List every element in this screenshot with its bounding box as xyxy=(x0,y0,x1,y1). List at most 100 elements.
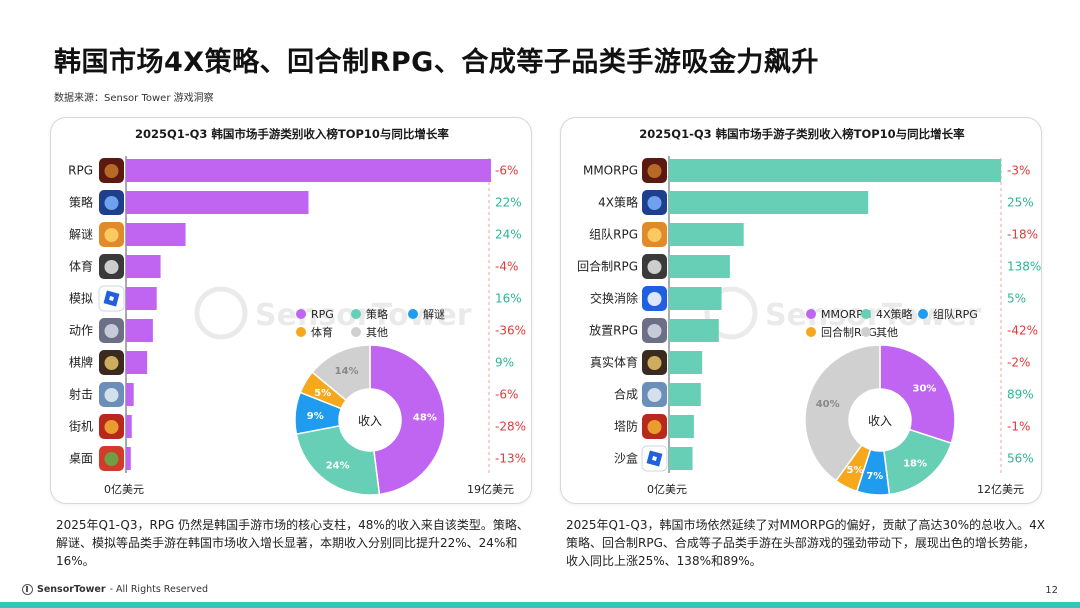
legend-swatch xyxy=(806,309,816,319)
legend-label: 体育 xyxy=(311,325,333,339)
bar xyxy=(669,415,694,438)
turn-based-rpg-game-icon xyxy=(642,254,667,279)
squad-rpg-game-icon xyxy=(642,222,667,247)
category-label: 放置RPG xyxy=(589,323,638,338)
watermark-logo-icon xyxy=(704,286,758,340)
bar xyxy=(669,447,693,470)
growth-label: 56% xyxy=(1007,452,1034,466)
donut-center-label: 收入 xyxy=(358,414,382,428)
watermark-text: SensorTower xyxy=(255,298,472,333)
bar xyxy=(126,383,134,406)
board-game-icon-emblem xyxy=(104,452,119,466)
idle-rpg-game-icon-emblem xyxy=(647,324,662,338)
watermark-logo-icon xyxy=(194,286,248,340)
growth-label: 16% xyxy=(495,292,522,306)
category-revenue-chart: 2025Q1-Q3 韩国市场手游类别收入榜TOP10与同比增长率 SensorTo… xyxy=(68,127,526,496)
data-source: 数据来源：Sensor Tower 游戏洞察 xyxy=(54,93,214,104)
left-description: 2025年Q1-Q3，RPG 仍然是韩国手游市场的核心支柱，48%的收入来自该类… xyxy=(56,518,529,568)
donut-slice xyxy=(879,344,956,445)
category-revenue-chart-card: 2025Q1-Q3 韩国市场手游类别收入榜TOP10与同比增长率 SensorTo… xyxy=(50,117,532,504)
card-game-icon-emblem xyxy=(104,356,119,370)
tower-defense-game-icon xyxy=(642,414,667,439)
legend-swatch xyxy=(351,327,361,337)
shooter-game-icon xyxy=(99,382,124,407)
chart-title: 2025Q1-Q3 韩国市场手游子类别收入榜TOP10与同比增长率 xyxy=(639,127,965,141)
legend-swatch xyxy=(296,309,306,319)
puzzle-game-icon-emblem xyxy=(104,228,119,242)
category-label: 沙盒 xyxy=(614,451,638,466)
strategy-game-icon-emblem xyxy=(104,196,119,210)
bar xyxy=(126,159,491,182)
donut-slice-label: 30% xyxy=(913,384,937,395)
4x-strategy-game-icon xyxy=(642,190,667,215)
mmorpg-game-icon xyxy=(642,158,667,183)
growth-label: -3% xyxy=(1007,164,1030,178)
rpg-game-icon-emblem xyxy=(104,164,119,178)
footer-brand: SensorTower - All Rights Reserved xyxy=(22,584,208,595)
legend-swatch xyxy=(296,327,306,337)
x-axis-min-label: 0亿美元 xyxy=(104,483,144,496)
watermark: SensorTower xyxy=(194,286,472,340)
bottom-accent-bar xyxy=(0,602,1080,608)
donut-slice-label: 14% xyxy=(335,366,359,377)
donut-slice-label: 18% xyxy=(903,458,927,469)
legend-label: 组队RPG xyxy=(933,307,978,321)
growth-label: -18% xyxy=(1007,228,1038,242)
category-label: 真实体育 xyxy=(590,355,638,370)
mmorpg-game-icon-emblem xyxy=(647,164,662,178)
legend-label: 解谜 xyxy=(423,307,445,321)
category-label: 棋牌 xyxy=(69,356,93,370)
growth-label: -4% xyxy=(495,260,518,274)
donut-center-label: 收入 xyxy=(868,414,892,428)
bar xyxy=(126,415,132,438)
merge-game-icon xyxy=(642,382,667,407)
bar xyxy=(126,447,131,470)
bar xyxy=(126,223,186,246)
category-label: 合成 xyxy=(614,387,638,402)
donut-slice xyxy=(369,344,446,496)
merge-game-icon-emblem xyxy=(647,388,662,402)
page-number: 12 xyxy=(1045,585,1058,596)
match-three-game-icon-emblem xyxy=(647,292,662,306)
category-label: 组队RPG xyxy=(589,227,638,242)
donut-slice-label: 9% xyxy=(307,411,324,422)
growth-label: 9% xyxy=(495,356,514,370)
bar xyxy=(669,191,869,214)
donut-slice xyxy=(295,424,381,496)
roblox-icon xyxy=(641,445,668,472)
category-label: RPG xyxy=(68,164,93,178)
tower-defense-game-icon-emblem xyxy=(647,420,662,434)
category-label: 模拟 xyxy=(69,292,93,306)
category-label: 交换消除 xyxy=(590,291,638,306)
action-game-icon xyxy=(99,318,124,343)
turn-based-rpg-game-icon-emblem xyxy=(647,260,662,274)
strategy-game-icon xyxy=(99,190,124,215)
category-label: 4X策略 xyxy=(598,195,638,210)
legend-label: RPG xyxy=(311,308,334,321)
x-axis-max-label: 19亿美元 xyxy=(467,483,514,496)
footer-rights: - All Rights Reserved xyxy=(109,584,209,595)
growth-label: -6% xyxy=(495,164,518,178)
page-title: 韩国市场4X策略、回合制RPG、合成等子品类手游吸金力飙升 xyxy=(54,47,819,78)
watermark: SensorTower xyxy=(704,286,982,340)
growth-label: 138% xyxy=(1007,260,1041,274)
idle-rpg-game-icon xyxy=(642,318,667,343)
legend-label: 其他 xyxy=(876,326,898,339)
category-label: 动作 xyxy=(69,324,93,338)
real-sports-game-icon xyxy=(642,350,667,375)
donut-slice-label: 7% xyxy=(866,471,883,482)
donut-slice-label: 24% xyxy=(326,460,350,471)
squad-rpg-game-icon-emblem xyxy=(647,228,662,242)
category-label: 射击 xyxy=(69,387,93,402)
bar xyxy=(669,383,701,406)
legend-swatch xyxy=(861,327,871,337)
legend-label: 4X策略 xyxy=(876,307,913,321)
legend-label: 策略 xyxy=(366,307,388,321)
bar xyxy=(126,255,161,278)
category-label: MMORPG xyxy=(583,164,638,178)
arcade-game-icon-emblem xyxy=(104,420,119,434)
donut-slice-label: 5% xyxy=(314,388,331,399)
rpg-game-icon xyxy=(99,158,124,183)
growth-label: -6% xyxy=(495,388,518,402)
puzzle-game-icon xyxy=(99,222,124,247)
